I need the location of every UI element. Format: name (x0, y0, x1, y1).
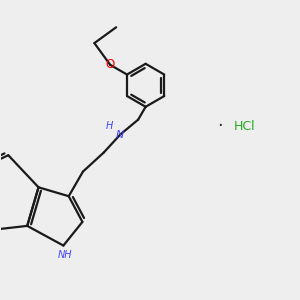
Text: N: N (116, 130, 124, 140)
Text: HCl: HCl (233, 120, 255, 133)
Text: H: H (106, 121, 113, 131)
Text: O: O (106, 58, 115, 71)
Text: ·: · (217, 117, 223, 135)
Text: NH: NH (58, 250, 72, 260)
